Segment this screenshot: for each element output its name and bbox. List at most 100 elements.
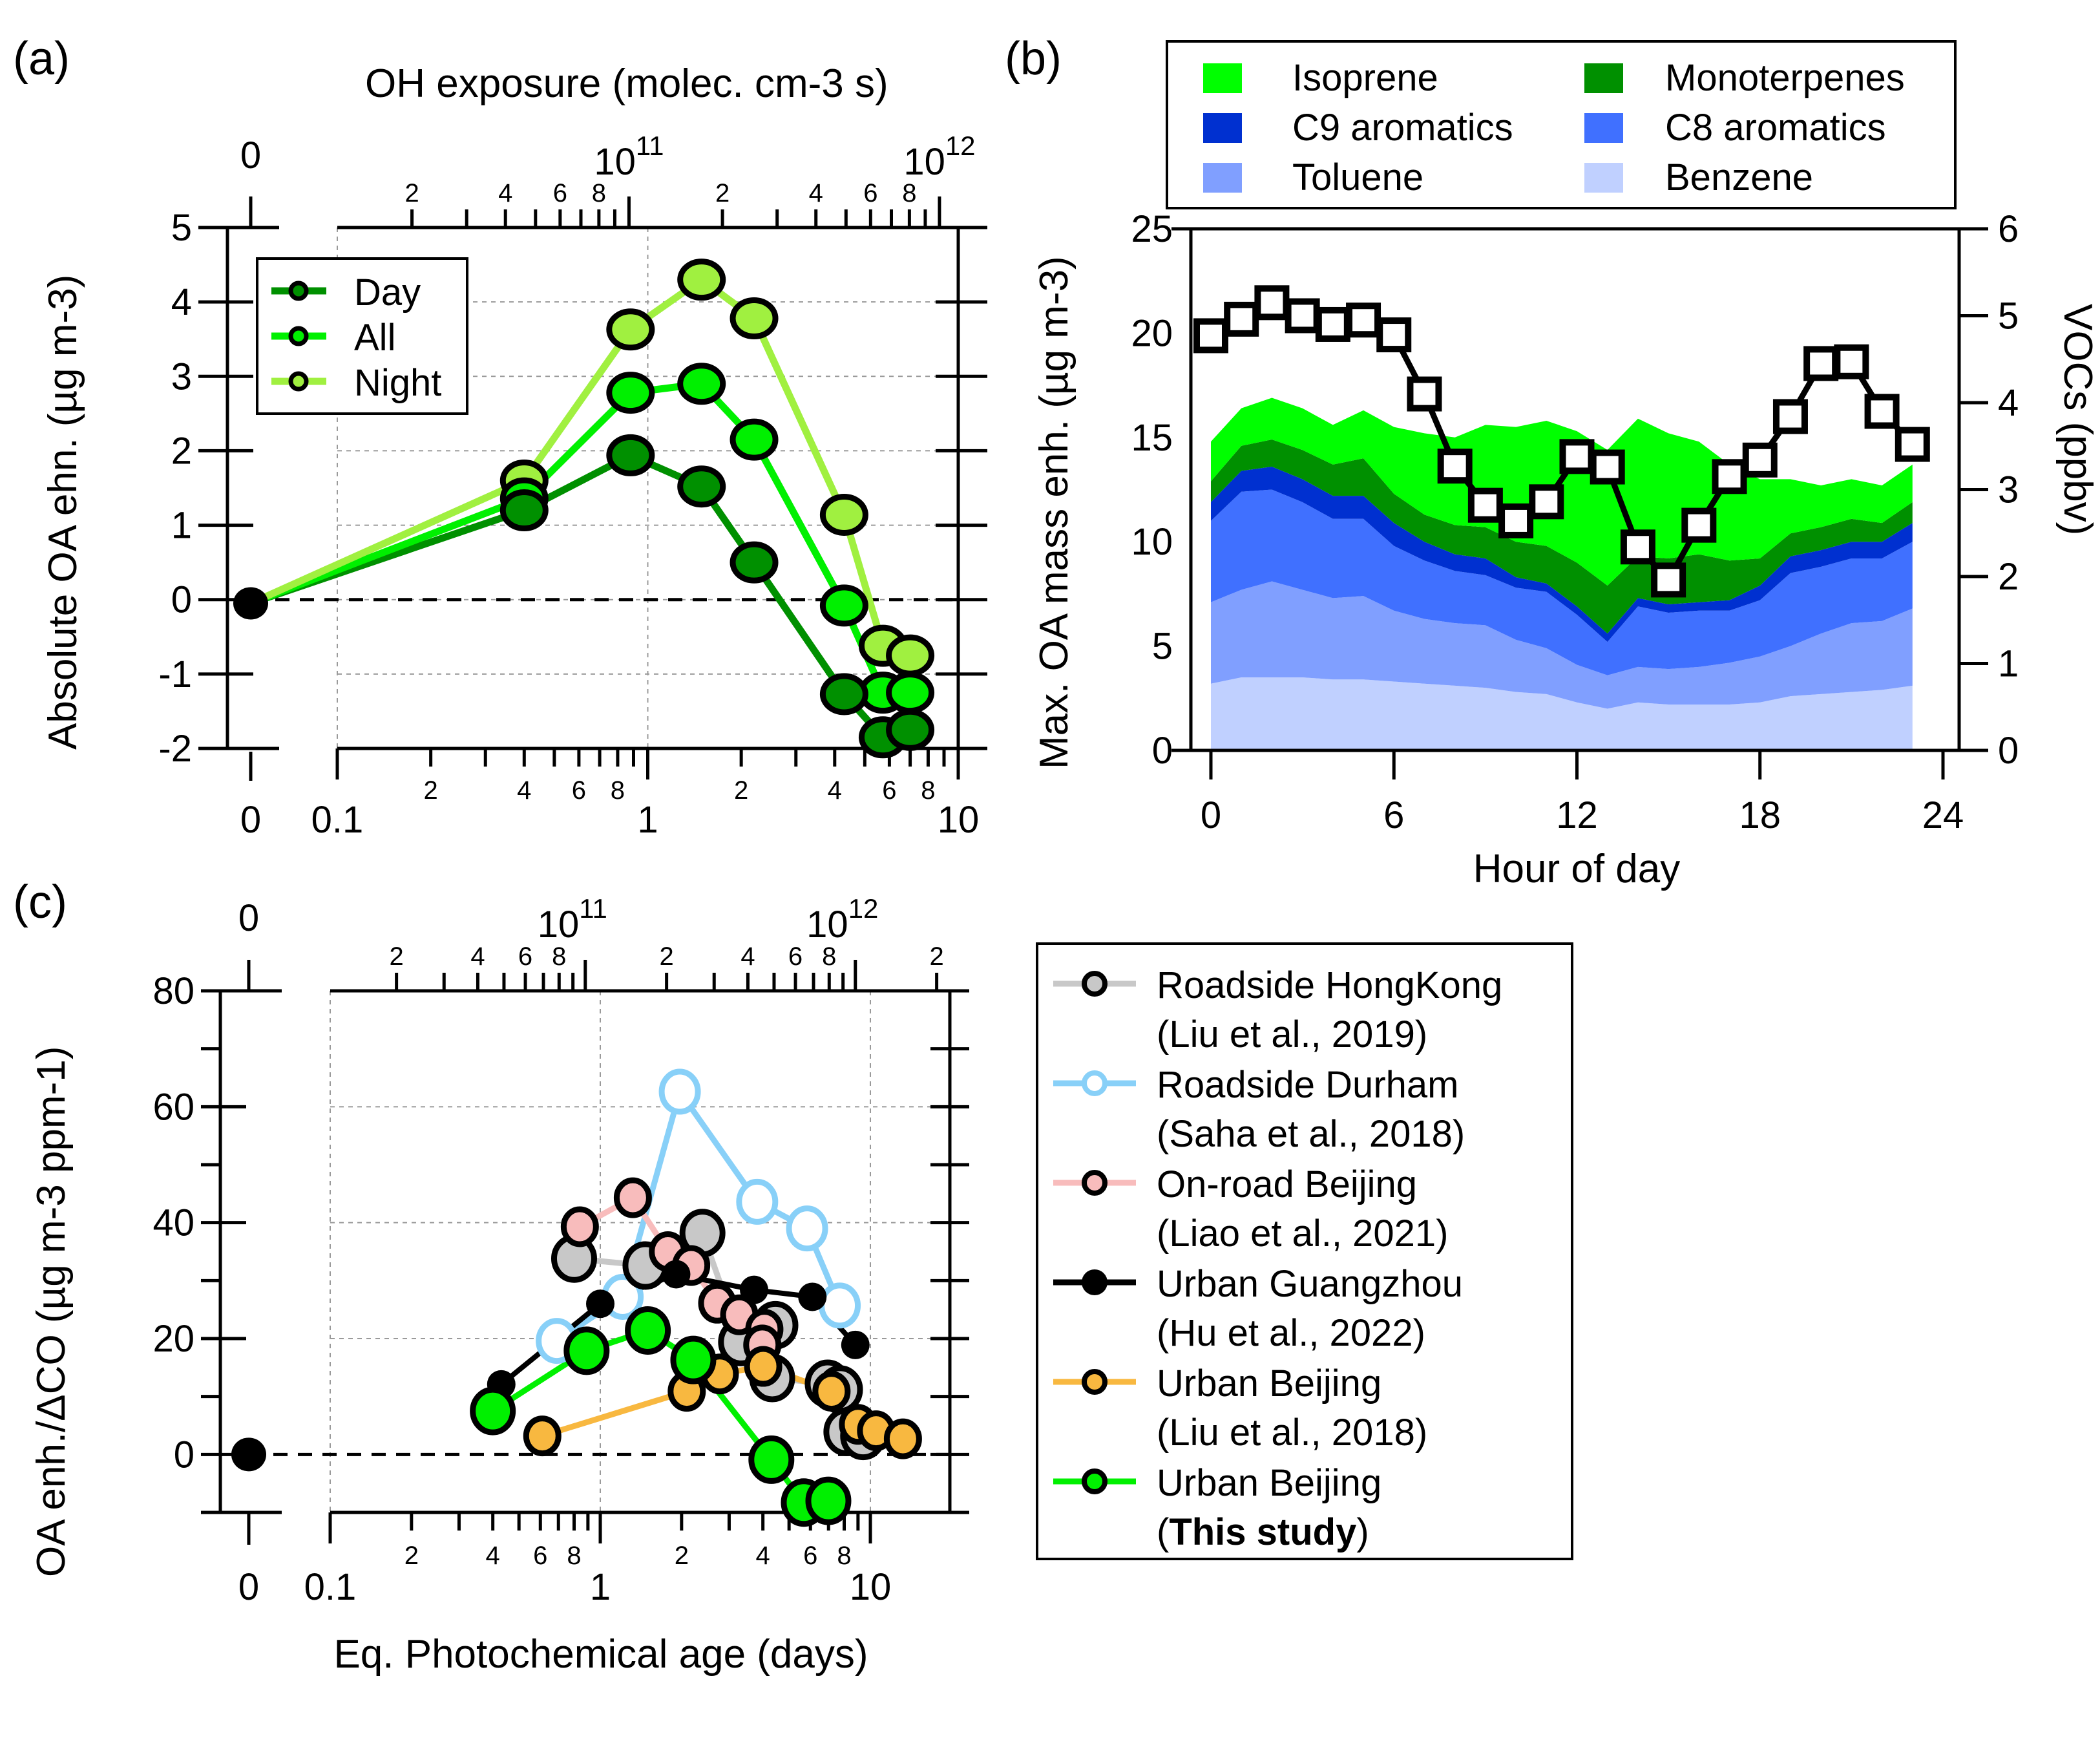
top-tick-minor-label: 2 (404, 179, 419, 207)
voc-marker (1224, 301, 1259, 337)
legend-swatch (1584, 163, 1623, 193)
legend-reference: (Liao et al., 2021) (1157, 1213, 1448, 1255)
axes (201, 960, 969, 1545)
area-benzene (1211, 677, 1913, 750)
data-point-day (730, 541, 779, 584)
top-tick-minor-label: 4 (470, 942, 485, 971)
x-tick-label: 18 (1739, 794, 1781, 836)
y-right-tick-label: 0 (1998, 730, 2019, 772)
y-tick-label: 25 (1131, 208, 1173, 250)
legend-reference: (Liu et al., 2018) (1157, 1412, 1427, 1454)
top-tick-minor-label: 4 (740, 942, 755, 971)
data-point-night (677, 259, 726, 301)
legend-reference: (Saha et al., 2018) (1157, 1113, 1465, 1155)
legend-label: Urban Beijing (1157, 1362, 1381, 1404)
data-point-day (499, 489, 549, 532)
legend-swatch (1203, 113, 1242, 143)
data-point-day (677, 465, 726, 508)
voc-marker (1285, 298, 1320, 334)
x-tick-label: 0.1 (304, 1566, 357, 1608)
voc-marker (1772, 399, 1808, 434)
top-tick-minor-label: 6 (553, 179, 567, 207)
voc-marker (1651, 562, 1686, 598)
y-tick-label: 5 (171, 207, 192, 249)
data-point-5 (748, 1435, 795, 1484)
data-point-2 (560, 1206, 599, 1247)
voc-marker (1529, 484, 1564, 520)
top-tick-minor-label: 8 (822, 942, 836, 971)
data-point-5 (625, 1306, 671, 1355)
top-tick-label: 1012 (806, 893, 878, 946)
top-tick-minor-label: 2 (389, 942, 403, 971)
voc-marker (1681, 507, 1717, 543)
legend-label: Night (354, 362, 441, 404)
data-point-all (819, 584, 868, 627)
legend-label: Toluene (1292, 156, 1423, 198)
top-tick-minor-label: 8 (902, 179, 916, 207)
origin-point (233, 587, 268, 620)
x-tick-label: 0 (238, 1566, 259, 1608)
legend-swatch (1584, 113, 1623, 143)
y-axis-title: Absolute OA ehn. (µg m-3) (41, 275, 85, 750)
voc-line (1193, 285, 1930, 598)
y-right-tick-label: 3 (1998, 469, 2019, 511)
data-point-4 (523, 1415, 562, 1457)
data-point-5 (470, 1386, 516, 1436)
data-point-all (677, 363, 726, 405)
x-tick-minor-label: 8 (567, 1542, 581, 1570)
legend-box (1166, 40, 1957, 209)
area-toluene (1211, 581, 1913, 709)
x-tick-label: 10 (850, 1566, 892, 1608)
x-tick-label: 0 (240, 799, 261, 841)
data-point-1 (786, 1205, 828, 1252)
voc-marker (1864, 394, 1900, 429)
legend-swatch (1203, 63, 1242, 93)
area-monoterpenes (1211, 440, 1913, 634)
legend-label: Urban Beijing (1157, 1462, 1381, 1504)
x-tick-minor-label: 4 (828, 776, 842, 805)
top-tick-minor-label: 6 (518, 942, 532, 971)
voc-marker (1834, 344, 1869, 379)
area-c9-aromatics (1211, 466, 1913, 642)
data-point-4 (744, 1346, 782, 1387)
top-tick-label: 0 (238, 897, 259, 939)
x-tick-label: 0.1 (311, 799, 364, 841)
panel-label-b: (b) (1005, 33, 1062, 85)
voc-marker (1712, 459, 1747, 494)
x-tick-label: 6 (1383, 794, 1404, 836)
data-point-3 (841, 1330, 870, 1359)
x-tick-minor-label: 8 (837, 1542, 851, 1570)
legend-reference: (Liu et al., 2019) (1157, 1013, 1427, 1055)
y-tick-label: 80 (152, 970, 194, 1012)
data-point-3 (662, 1260, 691, 1289)
top-tick-label: 1011 (594, 131, 664, 183)
series-line-day (249, 451, 912, 741)
x-tick-minor-label: 2 (404, 1542, 419, 1570)
data-point-all (606, 372, 655, 414)
panel-label-a: (a) (13, 33, 70, 85)
data-point-night (819, 493, 868, 536)
voc-marker (1895, 427, 1930, 462)
data-point-night (886, 634, 935, 677)
y-tick-label: -2 (158, 728, 192, 770)
voc-marker (1620, 529, 1655, 565)
data-point-3 (586, 1289, 614, 1319)
legend-reference: (Hu et al., 2022) (1157, 1312, 1425, 1354)
y-tick-label: 1 (171, 505, 192, 547)
voc-marker (1590, 449, 1625, 485)
y-right-tick-label: 6 (1998, 208, 2019, 250)
origin-point (231, 1437, 266, 1472)
voc-marker (1467, 487, 1503, 523)
top-tick-minor-label: 2 (715, 179, 730, 207)
top-axis-title: OH exposure (molec. cm-3 s) (365, 61, 888, 106)
x-tick-label: 24 (1922, 794, 1964, 836)
legend-label: Urban Guangzhou (1157, 1263, 1463, 1305)
legend-marker (1082, 1269, 1108, 1295)
legend-marker (1082, 1369, 1108, 1395)
x-tick-minor-label: 8 (611, 776, 625, 805)
voc-marker (1498, 503, 1534, 538)
